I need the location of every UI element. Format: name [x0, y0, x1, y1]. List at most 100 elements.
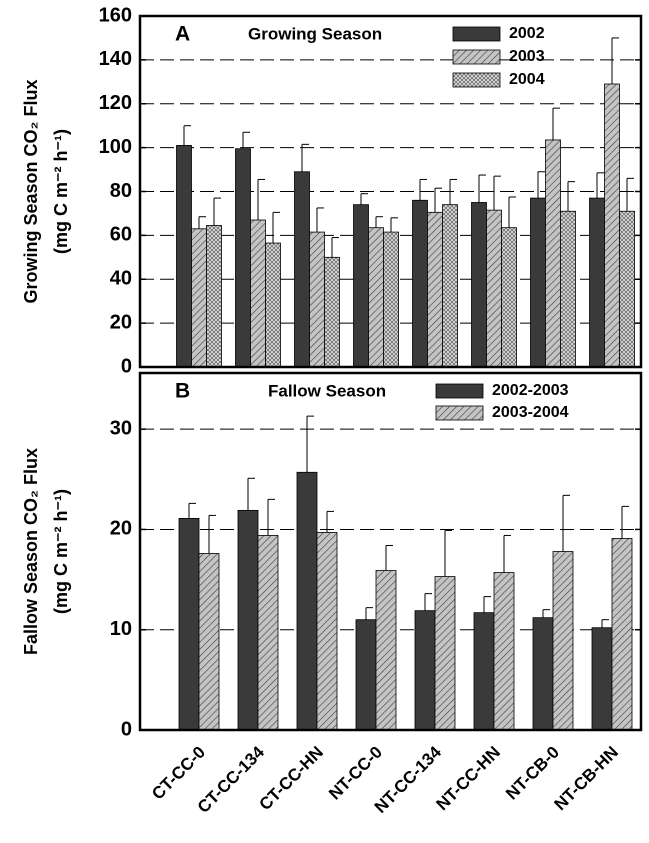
error-bar	[419, 178, 427, 201]
bar	[560, 210, 576, 368]
bar	[589, 197, 605, 368]
x-tick-label: NT-CC-0	[325, 743, 386, 804]
panel-title: Fallow Season	[268, 381, 386, 400]
bar	[316, 532, 338, 731]
y-axis-label: Fallow Season CO₂ Flux	[21, 448, 41, 655]
bar	[294, 171, 310, 368]
bar	[611, 538, 633, 731]
bar	[176, 145, 192, 368]
error-bar	[183, 125, 191, 146]
bar	[591, 627, 613, 731]
bar	[198, 553, 220, 731]
error-bar	[257, 178, 265, 221]
bar	[501, 227, 517, 368]
y-tick-label: 10	[110, 618, 132, 640]
error-bar	[626, 177, 634, 212]
legend-label: 2002	[509, 25, 545, 42]
error-bar	[331, 237, 339, 258]
error-bar	[326, 510, 334, 533]
bar	[412, 199, 428, 368]
error-bar	[434, 187, 442, 213]
bar	[235, 148, 251, 368]
error-bar	[385, 544, 393, 571]
x-tick-label: NT-CB-HN	[550, 743, 622, 815]
bar	[178, 518, 200, 731]
y-tick-label: 0	[121, 718, 132, 740]
error-bar	[360, 193, 368, 205]
bar	[257, 535, 279, 731]
error-bar	[537, 171, 545, 199]
legend-swatch	[452, 49, 501, 65]
bar	[619, 210, 635, 368]
error-bar	[562, 494, 570, 552]
error-bar	[483, 596, 491, 613]
error-bar	[208, 514, 216, 554]
bar	[471, 202, 487, 368]
bar	[383, 231, 399, 368]
error-bar	[478, 174, 486, 203]
error-bar	[596, 172, 604, 199]
bar	[434, 576, 456, 731]
error-bar	[449, 178, 457, 205]
error-bar	[493, 175, 501, 211]
panel-label: A	[175, 23, 190, 46]
x-tick-label: CT-CC-HN	[255, 743, 327, 815]
plot-frame	[138, 371, 643, 732]
error-bar	[375, 216, 383, 228]
bar	[552, 551, 574, 731]
error-bar	[301, 143, 309, 172]
x-tick-label: NT-CB-0	[502, 743, 563, 804]
bar	[442, 204, 458, 368]
error-bar	[247, 477, 255, 511]
bar	[604, 83, 620, 368]
y-tick-label: 20	[110, 518, 132, 540]
bar	[368, 227, 384, 368]
error-bar	[188, 502, 196, 519]
error-bar	[213, 197, 221, 226]
y-tick-label: 140	[99, 48, 132, 70]
legend-label: 2003	[509, 48, 545, 65]
legend-label: 2003-2004	[492, 404, 569, 421]
bar	[237, 509, 259, 731]
error-bar	[198, 216, 206, 229]
error-bar	[542, 609, 550, 618]
bar	[296, 471, 318, 731]
bar	[473, 612, 495, 731]
legend-swatch	[452, 26, 501, 42]
y-tick-label: 40	[110, 268, 132, 290]
y-tick-label: 0	[121, 355, 132, 377]
y-tick-label: 80	[110, 180, 132, 202]
bar	[493, 572, 515, 731]
bar	[545, 139, 561, 368]
legend-swatch	[452, 72, 501, 88]
error-bar	[365, 607, 373, 620]
y-tick-label: 30	[110, 417, 132, 439]
error-bar	[508, 196, 516, 228]
bar	[530, 197, 546, 368]
plot-frame	[138, 14, 643, 369]
y-tick-label: 160	[99, 4, 132, 26]
x-tick-label: NT-CC-HN	[432, 743, 504, 815]
error-bar	[552, 107, 560, 140]
bar	[414, 610, 436, 731]
bar	[324, 256, 340, 368]
y-tick-label: 120	[99, 92, 132, 114]
legend-swatch	[435, 383, 484, 399]
bar	[265, 242, 281, 368]
y-axis-label: (mg C m⁻² h⁻¹)	[51, 129, 71, 254]
bar	[250, 219, 266, 368]
bar	[191, 228, 207, 368]
error-bar	[306, 415, 314, 473]
bar	[353, 204, 369, 368]
error-bar	[621, 505, 629, 539]
error-bar	[611, 37, 619, 85]
bar	[375, 570, 397, 731]
bar	[309, 231, 325, 368]
y-axis-label: Growing Season CO₂ Flux	[21, 79, 41, 303]
bar	[532, 617, 554, 731]
error-bar	[390, 217, 398, 233]
bar	[355, 619, 377, 731]
y-axis-label: (mg C m⁻² h⁻¹)	[51, 489, 71, 614]
y-tick-label: 60	[110, 224, 132, 246]
